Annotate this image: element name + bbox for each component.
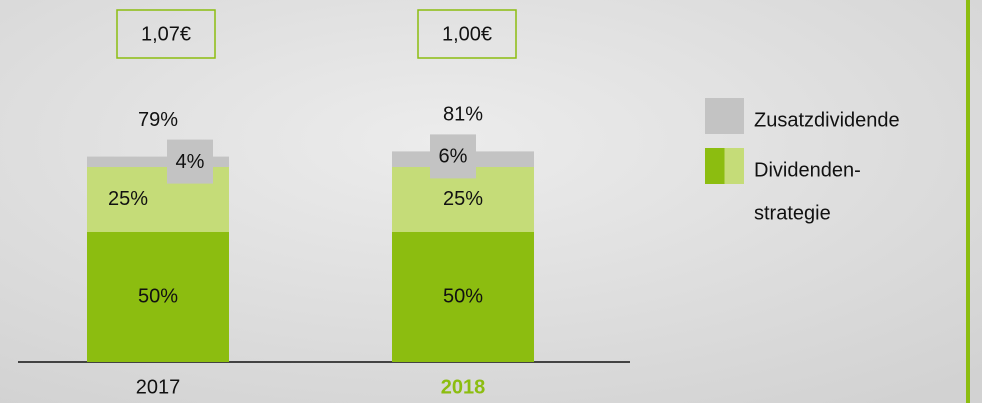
x-tick-label: 2018 bbox=[441, 376, 486, 398]
legend-swatch bbox=[705, 98, 744, 134]
bar-segment bbox=[87, 156, 229, 167]
price-box bbox=[417, 9, 517, 59]
label-box bbox=[167, 139, 213, 184]
segment-label: 25% bbox=[108, 188, 148, 210]
price-box bbox=[116, 9, 216, 59]
legend-label: Dividenden- bbox=[754, 159, 861, 181]
legend-swatch bbox=[705, 148, 725, 184]
label-box bbox=[430, 134, 476, 179]
bar-segment bbox=[87, 232, 229, 362]
total-label: 81% bbox=[443, 104, 483, 126]
x-tick-label: 2017 bbox=[136, 376, 181, 398]
price-label: 1,00€ bbox=[442, 23, 492, 45]
segment-label: 50% bbox=[138, 285, 178, 307]
segment-label: 6% bbox=[439, 146, 468, 168]
total-label: 79% bbox=[138, 109, 178, 131]
price-label: 1,07€ bbox=[141, 23, 191, 45]
accent-bar bbox=[966, 0, 970, 403]
legend-swatch bbox=[724, 148, 744, 184]
segment-label: 50% bbox=[443, 285, 483, 307]
segment-label: 4% bbox=[176, 151, 205, 173]
legend-label: strategie bbox=[754, 202, 831, 224]
bar-segment bbox=[392, 232, 534, 362]
legend-label: Zusatzdividende bbox=[754, 109, 900, 131]
segment-label: 25% bbox=[443, 188, 483, 210]
